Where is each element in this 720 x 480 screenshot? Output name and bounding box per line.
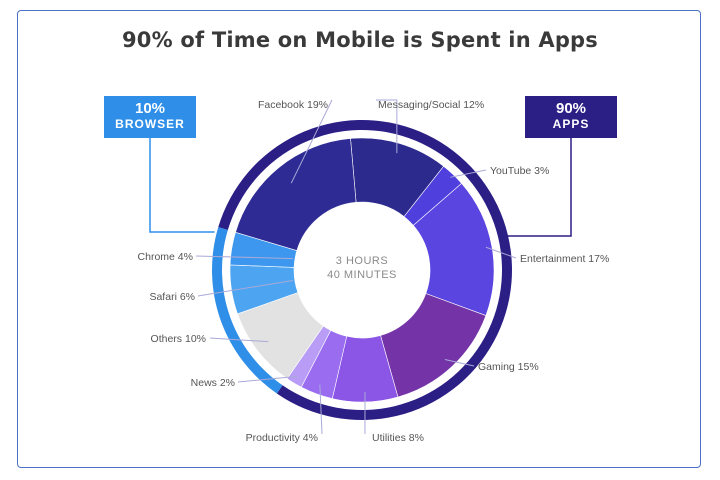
leader-gaming [444,359,475,367]
apps-badge-label: APPS [552,117,590,131]
outer-ring [212,120,512,421]
leader-youtube [450,169,487,178]
label-productivity: Productivity 4% [246,432,318,444]
browser-badge-label: BROWSER [115,117,185,131]
slice-labels: Messaging/Social 12% YouTube 3% Entertainm… [138,99,610,444]
label-messaging-social: Messaging/Social 12% [378,99,484,111]
apps-badge: 90% APPS [525,96,617,138]
label-utilities: Utilities 8% [372,432,424,444]
chart-title: 90% of Time on Mobile is Spent in Apps [122,28,598,52]
apps-badge-percent: 90% [555,100,587,117]
browser-connector [149,138,215,233]
label-gaming: Gaming 15% [478,361,539,373]
slice-facebook [235,138,357,251]
leader-safari [197,279,293,297]
browser-badge: 10% BROWSER [104,96,196,138]
leader-entertainment [485,246,517,259]
leader-chrome [195,255,293,260]
leader-facebook [290,99,333,184]
center-label-line2: 40 MINUTES [327,269,397,281]
label-news: News 2% [191,377,235,389]
badge-connectors [149,138,572,237]
label-chrome: Chrome 4% [138,251,193,263]
browser-badge-percent: 10% [134,100,166,117]
label-facebook: Facebook 19% [258,99,328,111]
label-safari: Safari 6% [149,291,195,303]
label-leaders [195,99,517,435]
label-youtube: YouTube 3% [490,165,549,177]
label-others: Others 10% [151,333,206,345]
leader-news [237,375,299,383]
outer-ring-browser [212,227,283,394]
leader-productivity [319,384,323,435]
leader-others [209,337,269,343]
leader-messaging-social [376,99,398,154]
apps-connector [505,138,572,237]
center-label-line1: 3 HOURS [336,255,388,267]
label-entertainment: Entertainment 17% [520,253,609,265]
donut-slices [229,137,495,403]
